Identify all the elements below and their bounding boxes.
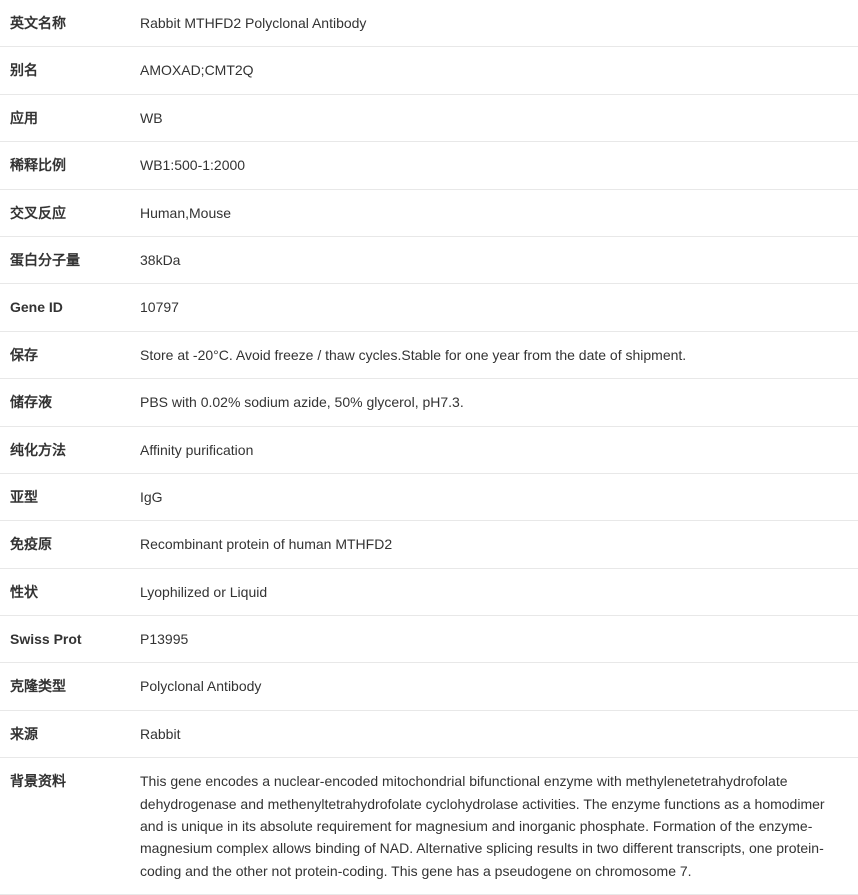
row-value: IgG	[130, 473, 858, 520]
row-label: 保存	[0, 331, 130, 378]
row-value: P13995	[130, 616, 858, 663]
table-row: 纯化方法 Affinity purification	[0, 426, 858, 473]
row-label: 应用	[0, 94, 130, 141]
table-row: 克隆类型 Polyclonal Antibody	[0, 663, 858, 710]
row-value: Lyophilized or Liquid	[130, 568, 858, 615]
table-row: 交叉反应 Human,Mouse	[0, 189, 858, 236]
row-label: 交叉反应	[0, 189, 130, 236]
row-label: 纯化方法	[0, 426, 130, 473]
table-row: 性状 Lyophilized or Liquid	[0, 568, 858, 615]
table-row: 保存 Store at -20°C. Avoid freeze / thaw c…	[0, 331, 858, 378]
row-label: 蛋白分子量	[0, 236, 130, 283]
row-label: Swiss Prot	[0, 616, 130, 663]
row-label: Gene ID	[0, 284, 130, 331]
spec-table: 英文名称 Rabbit MTHFD2 Polyclonal Antibody 别…	[0, 0, 858, 895]
row-value: This gene encodes a nuclear-encoded mito…	[130, 758, 858, 895]
row-label: 性状	[0, 568, 130, 615]
table-row: 应用 WB	[0, 94, 858, 141]
row-value: 10797	[130, 284, 858, 331]
row-value: Polyclonal Antibody	[130, 663, 858, 710]
row-value: AMOXAD;CMT2Q	[130, 47, 858, 94]
table-row: 英文名称 Rabbit MTHFD2 Polyclonal Antibody	[0, 0, 858, 47]
row-value: WB	[130, 94, 858, 141]
table-row: 储存液 PBS with 0.02% sodium azide, 50% gly…	[0, 379, 858, 426]
table-row: 别名 AMOXAD;CMT2Q	[0, 47, 858, 94]
table-row: 背景资料 This gene encodes a nuclear-encoded…	[0, 758, 858, 895]
row-label: 来源	[0, 710, 130, 757]
row-label: 免疫原	[0, 521, 130, 568]
row-value: Rabbit	[130, 710, 858, 757]
table-row: 稀释比例 WB1:500-1:2000	[0, 142, 858, 189]
row-label: 背景资料	[0, 758, 130, 895]
spec-table-body: 英文名称 Rabbit MTHFD2 Polyclonal Antibody 别…	[0, 0, 858, 895]
row-value: 38kDa	[130, 236, 858, 283]
table-row: 亚型 IgG	[0, 473, 858, 520]
table-row: 来源 Rabbit	[0, 710, 858, 757]
row-label: 克隆类型	[0, 663, 130, 710]
table-row: 免疫原 Recombinant protein of human MTHFD2	[0, 521, 858, 568]
row-value: WB1:500-1:2000	[130, 142, 858, 189]
row-value: Recombinant protein of human MTHFD2	[130, 521, 858, 568]
row-value: PBS with 0.02% sodium azide, 50% glycero…	[130, 379, 858, 426]
table-row: 蛋白分子量 38kDa	[0, 236, 858, 283]
row-value: Rabbit MTHFD2 Polyclonal Antibody	[130, 0, 858, 47]
row-label: 稀释比例	[0, 142, 130, 189]
row-label: 英文名称	[0, 0, 130, 47]
row-label: 储存液	[0, 379, 130, 426]
row-value: Human,Mouse	[130, 189, 858, 236]
row-value: Store at -20°C. Avoid freeze / thaw cycl…	[130, 331, 858, 378]
row-label: 别名	[0, 47, 130, 94]
table-row: Gene ID 10797	[0, 284, 858, 331]
row-value: Affinity purification	[130, 426, 858, 473]
table-row: Swiss Prot P13995	[0, 616, 858, 663]
row-label: 亚型	[0, 473, 130, 520]
